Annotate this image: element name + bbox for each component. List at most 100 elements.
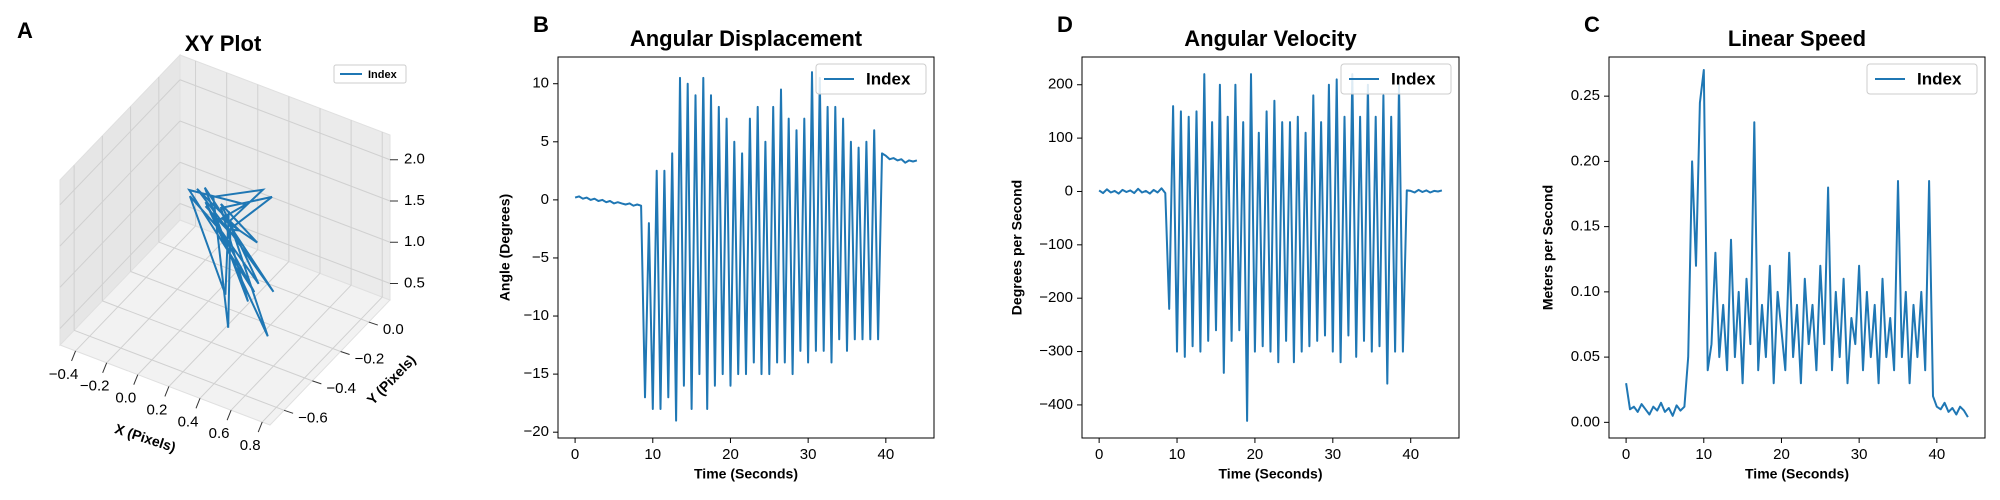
z-tick-label: 1.5 <box>404 192 425 209</box>
legend-box <box>1340 63 1452 95</box>
tick-mark <box>195 398 201 409</box>
grid-line <box>130 271 341 352</box>
legend-box <box>1866 63 1978 95</box>
y-tick-label: 100 <box>1048 129 1073 146</box>
x-tick-label: −0.4 <box>49 366 79 383</box>
tick-mark <box>133 374 139 385</box>
x-tick-label: 10 <box>1695 446 1712 463</box>
z-tick-label: 0.5 <box>404 274 425 291</box>
axes-frame <box>1081 56 1460 439</box>
y-tick-label: 0.20 <box>1571 152 1600 169</box>
panel-label: A <box>17 18 33 43</box>
grid-line <box>75 225 196 352</box>
y-tick-label: −0.4 <box>326 380 356 397</box>
y-tick-label: −0.6 <box>298 409 328 426</box>
data-line <box>574 71 918 422</box>
grid-line <box>59 120 181 247</box>
x-tick-label: 0.0 <box>115 390 136 407</box>
x-tick-label: 0.4 <box>178 413 199 430</box>
grid-line <box>199 272 321 399</box>
chart-title: Linear Speed <box>1728 26 1866 51</box>
axes-frame <box>1608 56 1986 439</box>
panel-label: D <box>1057 12 1073 37</box>
legend-label: Index <box>1917 69 1962 88</box>
x-tick-label: 0 <box>1095 446 1103 463</box>
x-tick-label: 30 <box>1324 446 1341 463</box>
y-tick-label: 0 <box>541 191 549 208</box>
legend-label: Index <box>1391 69 1436 88</box>
grid-line <box>179 79 391 161</box>
y-tick-label: 0.25 <box>1571 87 1600 104</box>
x-tick-label: 20 <box>1247 446 1264 463</box>
chart-title: Angular Displacement <box>630 26 863 51</box>
x-tick-label: 30 <box>1851 446 1868 463</box>
y-tick-label: 5 <box>541 133 549 150</box>
grid-line <box>73 329 285 411</box>
y-axis-label: Meters per Second <box>1540 185 1556 310</box>
y-tick-label: 0.0 <box>383 321 404 338</box>
chart-title: XY Plot <box>185 31 262 56</box>
x-tick-label: 30 <box>800 446 817 463</box>
x-tick-label: −0.2 <box>80 378 110 395</box>
tick-mark <box>340 350 350 355</box>
x-tick-label: 0 <box>571 446 579 463</box>
tick-mark <box>71 350 77 362</box>
z-tick-label: 2.0 <box>404 151 425 168</box>
legend-label: Index <box>866 69 911 88</box>
grid-line <box>106 237 228 364</box>
x-tick-label: 40 <box>1928 446 1945 463</box>
x-tick-label: 0.8 <box>240 437 261 454</box>
y-tick-label: 0.00 <box>1571 413 1600 430</box>
x-tick-label: 40 <box>877 446 894 463</box>
tick-mark <box>226 409 232 421</box>
z-tick-label: 1.0 <box>404 233 425 250</box>
grid-line <box>179 120 391 202</box>
y-tick-label: −200 <box>1039 289 1073 306</box>
grid-line <box>230 284 352 411</box>
grid-line <box>59 161 181 288</box>
panel-label: B <box>533 12 549 37</box>
x-tick-label: 20 <box>722 446 739 463</box>
data-line <box>1625 69 1969 418</box>
tick-mark <box>257 421 263 433</box>
chart-title: Angular Velocity <box>1184 26 1357 51</box>
y-tick-label: 0 <box>1065 182 1073 199</box>
y-tick-label: 0.10 <box>1571 283 1600 300</box>
grid-line <box>59 79 181 206</box>
tick-mark <box>283 409 294 414</box>
y-axis-label: Angle (Degrees) <box>497 194 513 301</box>
y-axis-label: Degrees per Second <box>1009 180 1025 315</box>
grid-line <box>179 161 391 243</box>
tick-mark <box>164 386 170 397</box>
grid-line <box>158 241 370 323</box>
pane-left <box>59 53 181 347</box>
axes-frame <box>557 56 935 439</box>
y-tick-label: −300 <box>1039 343 1073 360</box>
y-tick-label: −20 <box>524 423 549 440</box>
x-axis-label: X (Pixels) <box>113 420 178 455</box>
legend-label: Index <box>368 69 398 81</box>
data-line <box>1098 73 1443 422</box>
x-tick-label: 0 <box>1622 446 1630 463</box>
y-tick-label: 0.05 <box>1571 348 1600 365</box>
y-tick-label: 10 <box>532 75 549 92</box>
y-tick-label: 200 <box>1048 76 1073 93</box>
y-tick-label: −0.2 <box>355 350 385 367</box>
legend-box <box>815 63 927 95</box>
panel-label: C <box>1584 12 1600 37</box>
grid-line <box>59 203 181 329</box>
grid-line <box>261 296 383 423</box>
x-tick-label: 20 <box>1773 446 1790 463</box>
data-line <box>186 187 275 337</box>
x-tick-label: 0.6 <box>209 425 230 442</box>
x-axis-label: Time (Seconds) <box>1219 466 1323 482</box>
x-tick-label: 0.2 <box>146 401 167 418</box>
x-tick-label: 10 <box>644 446 661 463</box>
x-axis-label: Time (Seconds) <box>694 466 798 482</box>
x-tick-label: 40 <box>1402 446 1419 463</box>
tick-mark <box>102 362 108 373</box>
tick-mark <box>312 380 322 385</box>
y-tick-label: −400 <box>1039 396 1073 413</box>
